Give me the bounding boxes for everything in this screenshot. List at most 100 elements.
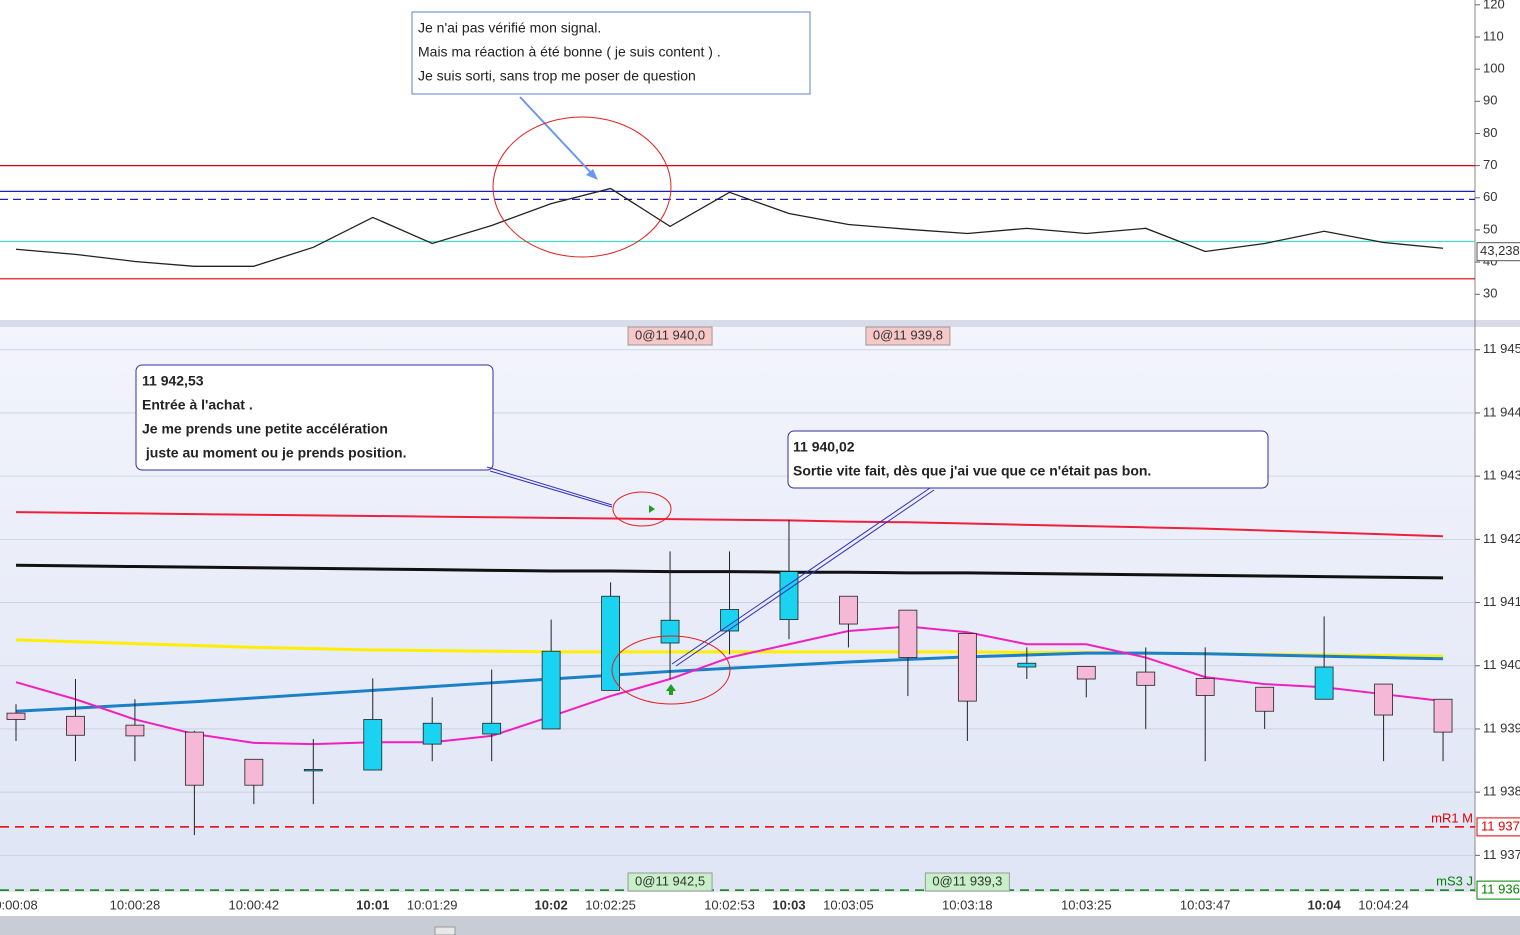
annotation-text: Je me prends une petite accélération [142, 421, 388, 437]
signal-marker [649, 505, 655, 513]
level-box [1476, 880, 1520, 900]
x-tick-label: 10:02:53 [704, 897, 755, 912]
annotation-pointer [486, 466, 613, 506]
value-label: 43,238 [1480, 243, 1520, 258]
highlight-ellipse [611, 635, 731, 705]
candle-body [779, 571, 799, 621]
order-box [627, 326, 713, 346]
signal-marker [669, 690, 673, 695]
annotation-pointer [675, 489, 935, 667]
candle-body [839, 595, 858, 625]
scroll-thumb[interactable] [434, 926, 456, 935]
x-tick-label: 10:03:47 [1180, 897, 1231, 912]
y-tick-label: 11 937 [1483, 847, 1520, 862]
x-tick-label: 10:00:28 [110, 897, 161, 912]
y-tick-label: 30 [1483, 286, 1497, 301]
x-tick-label: 10:03:05 [823, 897, 874, 912]
y-tick-label: 70 [1483, 157, 1497, 172]
candle-body [6, 712, 26, 720]
candle-body [660, 619, 680, 644]
level-name: mR1 M [1431, 810, 1473, 825]
y-tick-label: 11 940 [1483, 657, 1520, 672]
candle-body [184, 731, 204, 786]
scrollbar [0, 916, 1520, 935]
y-tick-label: 11 944 [1483, 404, 1520, 419]
candle-body [1017, 662, 1037, 668]
order-label: 0@11 940,0 [635, 327, 705, 342]
y-tick-label: 120 [1483, 0, 1505, 11]
annotation-text: Je suis sorti, sans trop me poser de que… [418, 68, 696, 84]
signal-marker [666, 684, 676, 691]
order-label: 0@11 939,8 [873, 327, 943, 342]
candle-body [363, 719, 383, 771]
annotation-pointer [671, 487, 931, 665]
oscillator-line [15, 187, 1444, 267]
y-tick-label: 50 [1483, 221, 1497, 236]
order-box [627, 872, 713, 892]
annotation-text: Sortie vite fait, dès que j'ai vue que c… [793, 463, 1151, 479]
candle-body [244, 758, 264, 786]
level-name: mS3 J [1436, 874, 1473, 889]
annotation-text: Entrée à l'achat . [142, 397, 253, 413]
level-price: 11 936 [1481, 882, 1520, 897]
x-tick-label: 10:01:29 [407, 897, 458, 912]
candle-body [1374, 683, 1393, 716]
x-tick-label: 10:01 [356, 897, 389, 912]
candle-body [541, 650, 561, 730]
order-box [865, 326, 951, 346]
y-tick-label: 11 941 [1483, 594, 1520, 609]
y-tick-label: 90 [1483, 93, 1497, 108]
y-tick-label: 60 [1483, 189, 1497, 204]
candle-body [1136, 671, 1156, 686]
candle-body [66, 715, 85, 736]
moving-average [15, 511, 1444, 538]
y-tick-label: 80 [1483, 125, 1497, 140]
level-box [1476, 817, 1520, 837]
y-tick-label: 11 939 [1483, 720, 1520, 735]
candle-body [1314, 666, 1334, 700]
annotation-box [411, 11, 811, 95]
y-tick-label: 11 938 [1483, 784, 1520, 799]
annotation-arrow [519, 96, 595, 177]
candle-body [482, 722, 502, 735]
candle-body [957, 633, 977, 702]
price-layer [0, 349, 1475, 891]
arrow-head [586, 169, 598, 180]
oscillator-layer [0, 165, 1475, 280]
annotation-box [787, 430, 1269, 489]
y-tick-label: 11 942 [1483, 531, 1520, 546]
annotation-text: Je n'ai pas vérifié mon signal. [418, 20, 601, 36]
value-box [1476, 242, 1520, 262]
candle-body [1076, 665, 1096, 680]
highlight-ellipse [612, 491, 672, 527]
y-tick-label: 11 943 [1483, 468, 1520, 483]
level-price: 11 937 [1481, 818, 1520, 833]
candle-body [303, 768, 323, 772]
panel-separator [0, 320, 1520, 327]
candle-body [1195, 677, 1215, 696]
candle-body [898, 609, 918, 658]
y-tick-label: 100 [1483, 61, 1505, 76]
x-tick-label: 10:03 [772, 897, 805, 912]
order-box [924, 872, 1010, 892]
x-tick-label: 10:04:24 [1358, 897, 1409, 912]
highlight-ellipse [492, 116, 672, 258]
y-tick-label: 110 [1483, 28, 1504, 43]
candle-body [601, 595, 620, 691]
order-label: 0@11 942,5 [635, 873, 705, 888]
candle-body [1433, 698, 1453, 733]
x-tick-label: 10:02 [535, 897, 568, 912]
candle-body [125, 724, 145, 737]
x-tick-label: 10:04 [1307, 897, 1341, 912]
order-label: 0@11 939,3 [932, 873, 1002, 888]
annotation-box [135, 364, 494, 471]
y-tick-label: 11 945 [1483, 341, 1520, 356]
x-tick-label: 10:00:42 [229, 897, 280, 912]
x-tick-label: 10:02:25 [585, 897, 636, 912]
annotation-text: juste au moment ou je prends position. [142, 445, 406, 461]
x-tick-label: 10:03:18 [942, 897, 993, 912]
annotation-text: 11 940,02 [793, 439, 855, 455]
candle-body [1255, 686, 1275, 712]
